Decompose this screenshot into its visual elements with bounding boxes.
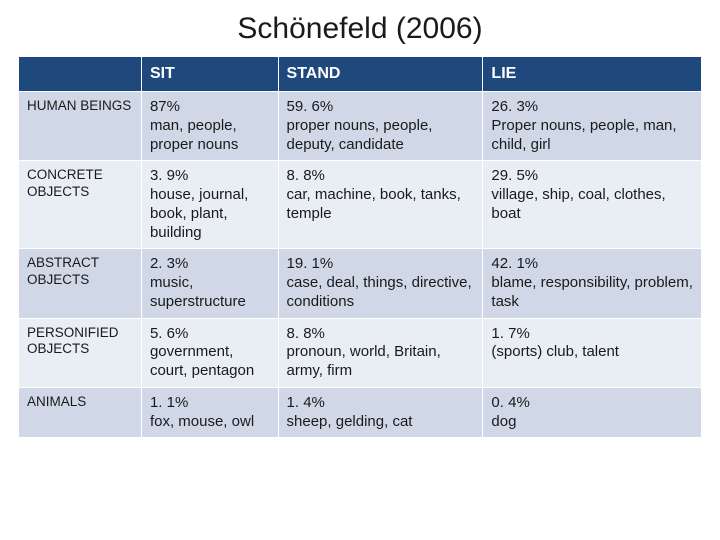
table-row: HUMAN BEINGS 87%man, people, proper noun…: [19, 92, 702, 161]
row-label: HUMAN BEINGS: [19, 92, 142, 161]
cell-sit: 5. 6%government, court, pentagon: [141, 318, 278, 387]
cell-lie: 0. 4%dog: [483, 387, 702, 438]
row-label: CONCRETE OBJECTS: [19, 161, 142, 249]
cell-stand: 19. 1%case, deal, things, directive, con…: [278, 249, 483, 318]
cell-stand: 1. 4%sheep, gelding, cat: [278, 387, 483, 438]
table-row: ABSTRACT OBJECTS 2. 3%music, superstruct…: [19, 249, 702, 318]
table-row: ANIMALS 1. 1%fox, mouse, owl 1. 4%sheep,…: [19, 387, 702, 438]
slide: Schönefeld (2006) SIT STAND LIE HUMAN BE…: [0, 0, 720, 540]
row-label: ABSTRACT OBJECTS: [19, 249, 142, 318]
cell-lie: 42. 1%blame, responsibility, problem, ta…: [483, 249, 702, 318]
table-header-row: SIT STAND LIE: [19, 57, 702, 92]
cell-stand: 8. 8%car, machine, book, tanks, temple: [278, 161, 483, 249]
cell-sit: 3. 9%house, journal, book, plant, buildi…: [141, 161, 278, 249]
cell-lie: 29. 5%village, ship, coal, clothes, boat: [483, 161, 702, 249]
col-header-blank: [19, 57, 142, 92]
cell-sit: 87%man, people, proper nouns: [141, 92, 278, 161]
cell-stand: 59. 6%proper nouns, people, deputy, cand…: [278, 92, 483, 161]
col-header-lie: LIE: [483, 57, 702, 92]
slide-title: Schönefeld (2006): [18, 12, 702, 46]
row-label: PERSONIFIED OBJECTS: [19, 318, 142, 387]
table-row: CONCRETE OBJECTS 3. 9%house, journal, bo…: [19, 161, 702, 249]
col-header-stand: STAND: [278, 57, 483, 92]
cell-lie: 1. 7%(sports) club, talent: [483, 318, 702, 387]
cell-sit: 1. 1%fox, mouse, owl: [141, 387, 278, 438]
table-row: PERSONIFIED OBJECTS 5. 6%government, cou…: [19, 318, 702, 387]
data-table: SIT STAND LIE HUMAN BEINGS 87%man, peopl…: [18, 56, 702, 438]
row-label: ANIMALS: [19, 387, 142, 438]
col-header-sit: SIT: [141, 57, 278, 92]
cell-stand: 8. 8%pronoun, world, Britain, army, firm: [278, 318, 483, 387]
cell-lie: 26. 3%Proper nouns, people, man, child, …: [483, 92, 702, 161]
cell-sit: 2. 3%music, superstructure: [141, 249, 278, 318]
